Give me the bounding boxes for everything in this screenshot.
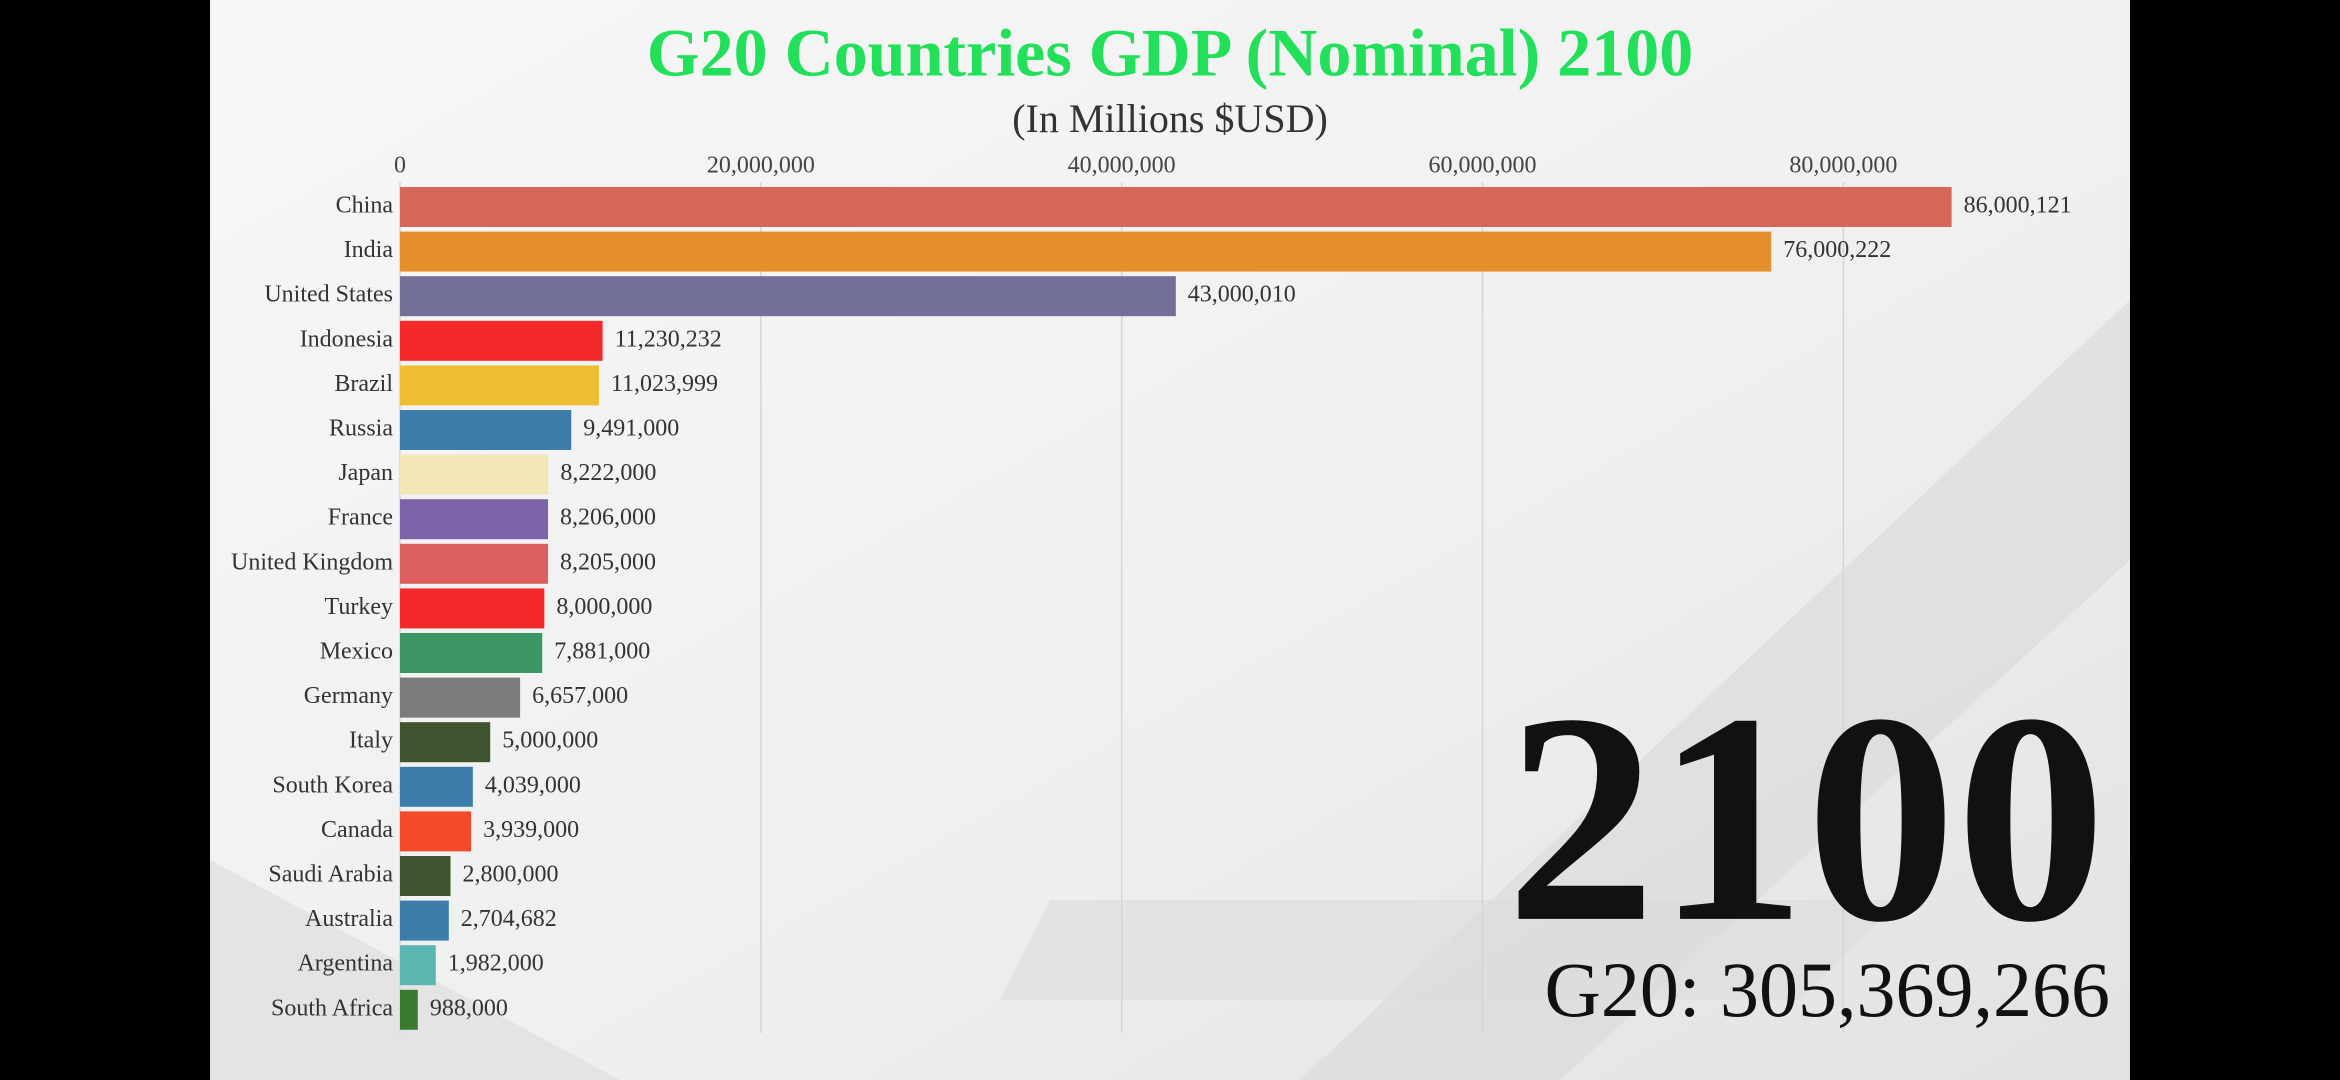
bar xyxy=(400,187,1952,227)
value-label: 5,000,000 xyxy=(502,728,598,754)
bar xyxy=(400,900,449,941)
bar xyxy=(400,856,451,896)
bg-shape xyxy=(1300,300,2130,1080)
category-label: France xyxy=(328,505,393,531)
category-label: Italy xyxy=(349,728,393,754)
value-label: 11,023,999 xyxy=(611,371,718,397)
category-label: Indonesia xyxy=(300,326,394,352)
category-label: United Kingdom xyxy=(231,549,393,575)
category-label: Brazil xyxy=(334,371,393,397)
value-label: 7,881,000 xyxy=(554,639,650,665)
bar xyxy=(400,766,473,807)
x-tick-label: 0 xyxy=(394,153,406,179)
value-label: 86,000,121 xyxy=(1964,193,2072,219)
value-label: 1,982,000 xyxy=(448,951,544,977)
category-label: Russia xyxy=(329,416,393,442)
category-label: United States xyxy=(264,282,393,308)
category-labels: China India United States Indonesia Brazil Ru… xyxy=(231,193,393,1022)
category-label: Canada xyxy=(321,817,393,843)
bg-shape xyxy=(1000,900,1900,1000)
bar xyxy=(400,231,1772,272)
category-label: Turkey xyxy=(325,594,393,620)
value-label: 988,000 xyxy=(430,995,508,1021)
bar xyxy=(400,811,472,852)
value-label: 6,657,000 xyxy=(532,683,628,709)
value-label: 8,222,000 xyxy=(560,460,656,486)
stage: G20 Countries GDP (Nominal) 2100 (In Mil… xyxy=(210,0,2130,1080)
category-label: Japan xyxy=(338,460,393,486)
value-label: 3,939,000 xyxy=(483,817,579,843)
total-label: G20: 305,369,266 xyxy=(1545,946,2111,1033)
value-label: 2,800,000 xyxy=(463,862,559,888)
value-label: 43,000,010 xyxy=(1188,282,1296,308)
category-label: Saudi Arabia xyxy=(268,862,393,888)
category-label: India xyxy=(344,237,394,263)
bar xyxy=(400,722,491,763)
value-label: 11,230,232 xyxy=(615,326,722,352)
bar xyxy=(400,633,543,673)
bar xyxy=(400,677,521,718)
category-label: Australia xyxy=(305,906,393,932)
value-label: 8,206,000 xyxy=(560,505,656,531)
bar xyxy=(400,989,418,1030)
chart-title: G20 Countries GDP (Nominal) 2100 xyxy=(647,15,1693,91)
bar xyxy=(400,365,599,406)
chart-subtitle: (In Millions $USD) xyxy=(1012,96,1328,141)
value-label: 4,039,000 xyxy=(485,772,581,798)
year-label: 2100 xyxy=(1506,652,2106,984)
category-label: Mexico xyxy=(320,639,393,665)
bar xyxy=(400,588,545,629)
value-label: 8,205,000 xyxy=(560,549,656,575)
x-tick-label: 40,000,000 xyxy=(1068,153,1176,179)
bar xyxy=(400,320,603,361)
x-tick-label: 60,000,000 xyxy=(1429,153,1537,179)
category-label: Germany xyxy=(304,683,393,709)
category-label: China xyxy=(336,193,394,219)
value-label: 2,704,682 xyxy=(461,906,557,932)
bar xyxy=(400,499,549,540)
category-label: Argentina xyxy=(297,951,393,977)
bar xyxy=(400,454,549,495)
category-label: South Korea xyxy=(272,772,393,798)
value-label: 9,491,000 xyxy=(583,416,679,442)
x-tick-label: 20,000,000 xyxy=(707,153,815,179)
bar xyxy=(400,276,1176,317)
category-label: South Africa xyxy=(271,995,393,1021)
bar xyxy=(400,543,549,584)
x-tick-label: 80,000,000 xyxy=(1789,153,1897,179)
bar xyxy=(400,945,436,986)
value-label: 76,000,222 xyxy=(1783,237,1891,263)
value-label: 8,000,000 xyxy=(556,594,652,620)
bar xyxy=(400,410,572,450)
